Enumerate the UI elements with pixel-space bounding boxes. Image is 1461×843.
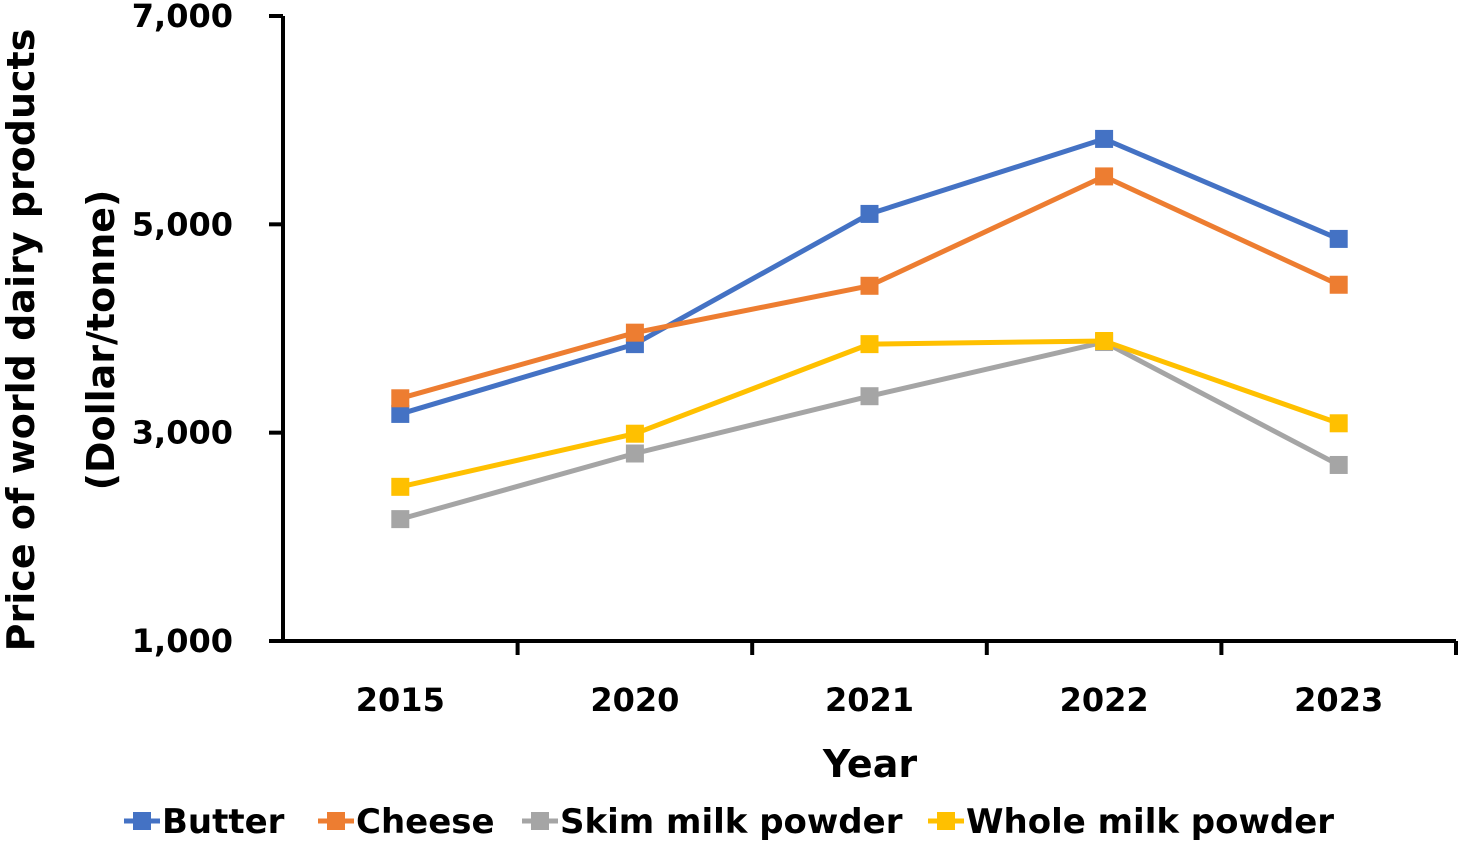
y-tick-label: 3,000: [132, 414, 233, 452]
legend-marker-skim-milk-powder: [531, 812, 549, 830]
x-tick-label: 2021: [825, 681, 914, 719]
x-tick-label: 2015: [356, 681, 445, 719]
series-lines: [391, 129, 1348, 529]
data-point-skim-milk-powder: [391, 510, 410, 529]
x-tick-label: 2023: [1294, 681, 1383, 719]
data-point-cheese: [625, 323, 644, 342]
data-point-skim-milk-powder: [1329, 455, 1348, 474]
data-point-skim-milk-powder: [860, 387, 879, 406]
legend-item-skim-milk-powder: Skim milk powder: [522, 802, 903, 842]
legend-item-whole-milk-powder: Whole milk powder: [928, 802, 1334, 842]
data-point-butter: [1329, 229, 1348, 248]
legend-item-cheese: Cheese: [318, 802, 495, 842]
legend-label-butter: Butter: [162, 802, 285, 842]
data-point-whole-milk-powder: [860, 335, 879, 354]
data-point-cheese: [391, 389, 410, 408]
y-tick-label: 7,000: [132, 0, 233, 35]
data-point-butter: [391, 404, 410, 423]
data-point-skim-milk-powder: [625, 444, 644, 463]
series-whole-milk-powder: [391, 332, 1348, 496]
y-tick-label: 5,000: [132, 205, 233, 243]
x-tick-label: 2022: [1060, 681, 1149, 719]
legend-label-whole-milk-powder: Whole milk powder: [966, 802, 1334, 842]
data-point-whole-milk-powder: [625, 424, 644, 443]
series-butter: [391, 129, 1348, 423]
legend: Butter Cheese Skim milk powder Whole milk p…: [124, 802, 1334, 842]
y-axis-ticks: 1,000 3,000 5,000 7,000: [132, 0, 283, 660]
x-axis-ticks: 2015 2020 2021 2022 2023: [356, 641, 1458, 719]
data-point-whole-milk-powder: [1095, 332, 1114, 350]
series-line-skim-milk-powder: [399, 339, 1340, 522]
x-axis-title: Year: [822, 742, 917, 786]
data-point-whole-milk-powder: [1329, 414, 1348, 433]
legend-marker-butter: [133, 812, 151, 830]
data-point-cheese: [860, 276, 879, 295]
y-axis-title: Price of world dairy products (Dollar/to…: [0, 29, 123, 652]
series-cheese: [391, 167, 1348, 408]
legend-marker-whole-milk-powder: [937, 812, 955, 830]
legend-label-cheese: Cheese: [356, 802, 495, 842]
series-line-whole-milk-powder: [399, 338, 1340, 490]
legend-marker-cheese: [327, 812, 345, 830]
y-axis-title-line-2: (Dollar/tonne): [79, 190, 123, 491]
data-point-whole-milk-powder: [391, 477, 410, 496]
data-point-butter: [860, 204, 879, 223]
y-axis-title-line-1: Price of world dairy products: [0, 29, 43, 652]
legend-label-skim-milk-powder: Skim milk powder: [560, 802, 903, 842]
data-point-cheese: [1095, 167, 1114, 186]
legend-item-butter: Butter: [124, 802, 285, 842]
data-point-butter: [1095, 129, 1114, 148]
data-point-cheese: [1329, 275, 1348, 294]
x-tick-label: 2020: [590, 681, 679, 719]
y-tick-label: 1,000: [132, 622, 233, 660]
